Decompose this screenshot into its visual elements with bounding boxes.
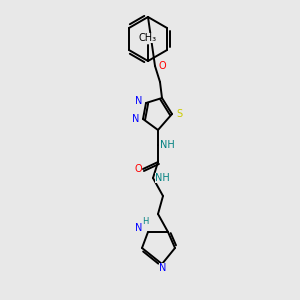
Text: NH: NH bbox=[154, 173, 169, 183]
Text: O: O bbox=[134, 164, 142, 174]
Text: S: S bbox=[176, 109, 182, 119]
Text: O: O bbox=[158, 61, 166, 71]
Text: CH₃: CH₃ bbox=[139, 33, 157, 43]
Text: N: N bbox=[159, 263, 167, 273]
Text: N: N bbox=[135, 223, 143, 233]
Text: NH: NH bbox=[160, 140, 174, 150]
Text: N: N bbox=[135, 96, 143, 106]
Text: N: N bbox=[132, 114, 140, 124]
Text: H: H bbox=[142, 217, 148, 226]
